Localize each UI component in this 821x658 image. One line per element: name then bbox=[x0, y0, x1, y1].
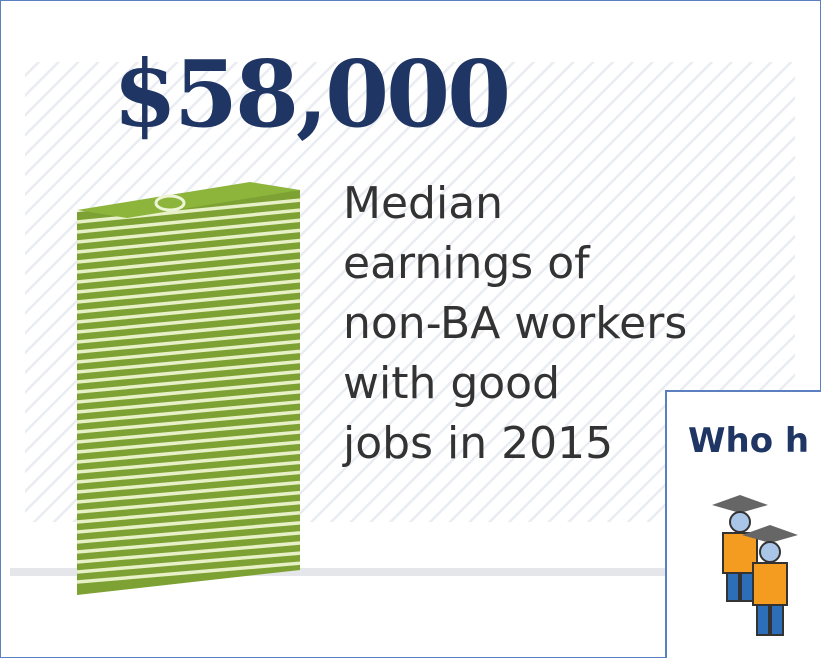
description-line: with good bbox=[343, 358, 560, 409]
money-stack bbox=[77, 182, 300, 595]
description-line: Median bbox=[343, 178, 503, 229]
screenshot: $58,000 Median earnings of non-BA workers w… bbox=[0, 0, 821, 658]
inset-panel: Who h bbox=[666, 391, 821, 658]
description-line: jobs in 2015 bbox=[342, 418, 613, 469]
description-line: non-BA workers bbox=[343, 298, 687, 349]
description-line: earnings of bbox=[343, 238, 591, 289]
headline: $58,000 bbox=[113, 40, 508, 148]
inset-title: Who h bbox=[688, 421, 809, 461]
